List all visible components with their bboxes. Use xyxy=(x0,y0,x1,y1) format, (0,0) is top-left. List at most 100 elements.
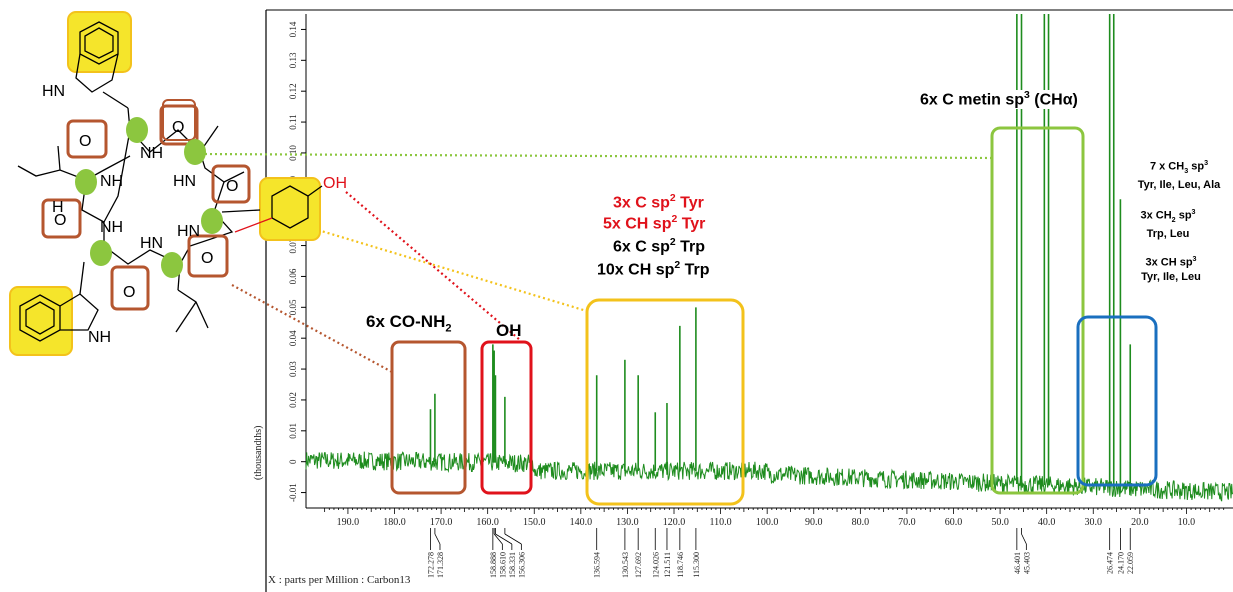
label-ch3-pre: 7 x CH xyxy=(1149,160,1185,173)
label-ch3-mid: sp xyxy=(1188,160,1205,173)
label-ch-alpha: 6x C metin sp3 (CHα) xyxy=(918,90,1080,110)
atom-label: HN xyxy=(42,83,65,100)
y-tick-label: 0.10 xyxy=(288,145,298,161)
label-tyr-c-pre: 3x C sp xyxy=(613,194,670,212)
alpha-carbon-dot xyxy=(126,117,148,143)
peak-label: 136.594 xyxy=(593,552,602,578)
y-tick-label: 0.06 xyxy=(288,268,298,284)
atom-label: HN xyxy=(173,173,196,190)
label-ch3-line2: Tyr, Ile, Leu, Ala xyxy=(1137,178,1221,191)
y-tick-label: 0.01 xyxy=(288,423,298,439)
indole-ring-highlight-top xyxy=(67,11,132,73)
label-tyr-c-post: Tyr xyxy=(675,194,704,212)
peak-label: 124.026 xyxy=(651,552,660,578)
label-co-nh2-text: 6x CO-NH xyxy=(366,312,446,331)
label-trp-ch-sup: 2 xyxy=(674,260,681,271)
oxygen-label: O xyxy=(54,212,66,229)
peak-label: 172.278 xyxy=(426,552,435,578)
peak-label-leader xyxy=(504,533,522,545)
box-ch-alpha xyxy=(990,126,1085,495)
peak-label-leader xyxy=(493,533,503,545)
x-tick-label: 90.0 xyxy=(805,517,823,528)
atom-label: NH xyxy=(140,145,163,162)
y-tick-label: 0.07 xyxy=(288,237,298,253)
y-tick-label: 0.04 xyxy=(288,330,298,346)
molecule-structure xyxy=(9,11,323,356)
x-tick-label: 190.0 xyxy=(337,517,360,528)
label-ch-sup: 3 xyxy=(1192,255,1197,263)
label-trp-c-pre: 6x C sp xyxy=(613,238,670,256)
label-metin-post: (CHα) xyxy=(1029,91,1078,109)
alpha-carbon-dot xyxy=(161,252,183,278)
carbonyl-box xyxy=(211,164,251,204)
y-tick-label: 0.12 xyxy=(288,83,298,99)
x-tick-label: 80.0 xyxy=(852,517,870,528)
molecule-atom-labels: HN NH NH HN NH HN HN NH H OH O O O O O O xyxy=(42,83,347,346)
y-tick-label: 0.03 xyxy=(288,361,298,377)
x-tick-label: 130.0 xyxy=(616,517,639,528)
y-tick-label: 0.14 xyxy=(288,21,298,37)
peak-label-leader xyxy=(1021,533,1027,545)
plot-frame xyxy=(265,9,1233,592)
y-axis: -0.0100.010.020.030.040.050.060.070.080.… xyxy=(288,21,306,502)
x-tick-label: 10.0 xyxy=(1178,517,1196,528)
atom-label: H xyxy=(52,199,64,216)
atom-label: NH xyxy=(88,329,111,346)
peak-label-group: 172.278 171.328 158.888 158.610 158.331 156.3… xyxy=(426,528,1135,578)
label-ch2-sub: 2 xyxy=(1171,215,1176,224)
label-tyr-c: 3x C sp2 Tyr xyxy=(613,193,704,212)
connector-alpha xyxy=(199,152,994,160)
connector-oh xyxy=(345,191,521,341)
peak-label: 158.331 xyxy=(508,552,517,578)
label-ch3: 7 x CH3 sp3 Tyr, Ile, Leu, Ala xyxy=(1125,156,1233,192)
peak-label: 127.692 xyxy=(634,552,643,578)
label-ch2-pre: 3x CH xyxy=(1140,209,1172,222)
peak-label: 45.403 xyxy=(1022,552,1031,574)
label-tyr-ch: 5x CH sp2 Tyr xyxy=(603,214,705,233)
indole-ring-highlight-bottom xyxy=(9,286,73,356)
x-tick-label: 140.0 xyxy=(570,517,593,528)
label-ch2-mid: sp xyxy=(1175,209,1192,222)
label-tyr-ch-pre: 5x CH sp xyxy=(603,215,672,233)
peak-label: 171.328 xyxy=(436,552,445,578)
box-aromatic xyxy=(585,298,745,506)
y-tick-label: 0.13 xyxy=(288,52,298,68)
label-trp-c: 6x C sp2 Trp xyxy=(613,237,705,256)
box-co-nh2 xyxy=(390,340,467,495)
label-trp-ch: 10x CH sp2 Trp xyxy=(597,260,710,279)
peak-label: 22.059 xyxy=(1126,552,1135,574)
label-trp-c-post: Trp xyxy=(675,238,706,256)
label-co-nh2: 6x CO-NH2 xyxy=(366,312,452,334)
peak-label: 118.746 xyxy=(676,552,685,578)
x-tick-label: 30.0 xyxy=(1085,517,1103,528)
label-metin-sup: 3 xyxy=(1024,90,1030,101)
peak-label: 26.474 xyxy=(1106,552,1115,574)
peak-label: 115.300 xyxy=(692,552,701,578)
label-ch3-sup: 3 xyxy=(1204,159,1209,167)
label-trp-ch-post: Trp xyxy=(680,261,710,279)
carbonyl-box xyxy=(110,265,150,311)
oxygen-label: O xyxy=(123,284,135,301)
x-tick-label: 170.0 xyxy=(430,517,453,528)
x-tick-label: 100.0 xyxy=(756,517,779,528)
oxygen-label: O xyxy=(201,250,213,267)
label-metin-pre: 6x C metin sp xyxy=(920,91,1025,109)
label-tyr-ch-sup: 2 xyxy=(671,214,678,225)
connector-carbonyl xyxy=(231,284,393,373)
y-tick-label: 0.05 xyxy=(288,299,298,315)
alpha-carbon-dot xyxy=(201,208,223,234)
alpha-carbon-dot xyxy=(75,169,97,195)
box-aliphatic xyxy=(1076,315,1158,487)
peak-label: 46.401 xyxy=(1013,552,1022,574)
peak-label: 24.170 xyxy=(1116,552,1125,574)
region-boxes xyxy=(390,126,1158,506)
phenol-ring-highlight xyxy=(259,177,321,241)
spectrum-series xyxy=(305,14,1233,502)
label-tyr-c-sup: 2 xyxy=(669,193,676,204)
y-tick-label: 0.11 xyxy=(288,114,298,129)
label-tyr-ch-post: Tyr xyxy=(677,215,706,233)
atom-label: HN xyxy=(177,223,200,240)
oxygen-label: O xyxy=(172,119,184,136)
y-tick-label: 0.02 xyxy=(288,392,298,408)
x-axis: 190.0 180.0 170.0 160.0 150.0 140.0 130.0 120.0… xyxy=(324,508,1225,528)
